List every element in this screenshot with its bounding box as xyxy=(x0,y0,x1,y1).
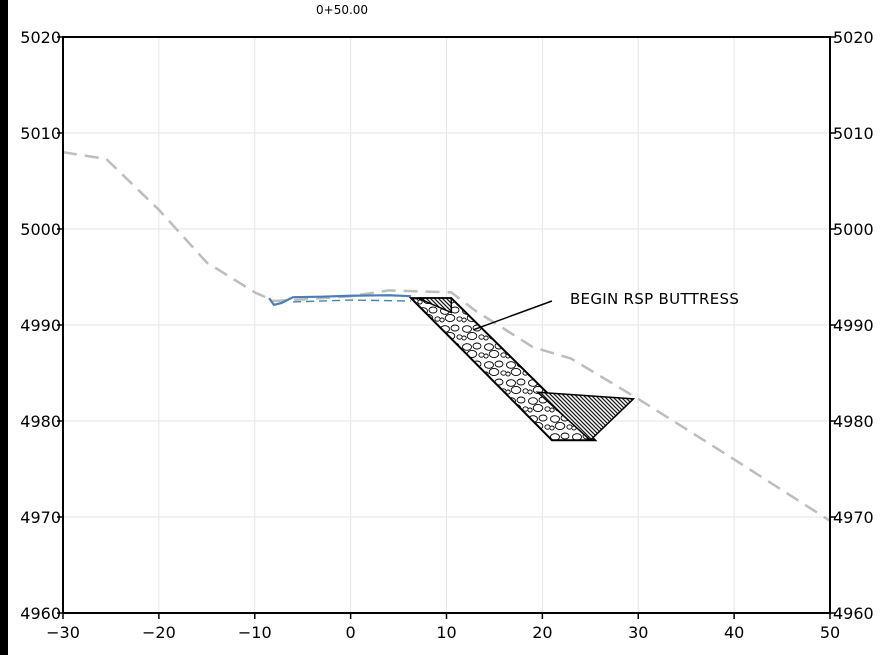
x-tick-label: 40 xyxy=(724,623,744,642)
y-tick-label-right: 5010 xyxy=(833,124,874,143)
y-tick-label-left: 5020 xyxy=(20,28,61,47)
y-tick-label-left: 4970 xyxy=(20,508,61,527)
x-tick-label: 10 xyxy=(436,623,456,642)
y-tick-label-left: 4990 xyxy=(20,316,61,335)
x-tick-label: 30 xyxy=(628,623,648,642)
y-tick-label-right: 4960 xyxy=(833,604,874,623)
x-tick-label: −20 xyxy=(142,623,176,642)
y-tick-label-left: 5000 xyxy=(20,220,61,239)
y-tick-label-right: 4980 xyxy=(833,412,874,431)
callout-label: BEGIN RSP BUTTRESS xyxy=(570,290,739,308)
station-label: 0+50.00 xyxy=(316,3,368,17)
x-tick-label: −30 xyxy=(46,623,80,642)
x-tick-label: 50 xyxy=(820,623,840,642)
x-tick-label: −10 xyxy=(238,623,272,642)
rsp-buttress xyxy=(411,298,633,440)
x-tick-label: 0 xyxy=(346,623,356,642)
proposed-grade-dashed-line xyxy=(293,300,411,302)
y-tick-label-left: 5010 xyxy=(20,124,61,143)
x-tick-label: 20 xyxy=(532,623,552,642)
y-tick-label-right: 4990 xyxy=(833,316,874,335)
left-edge-bar xyxy=(0,0,8,655)
y-tick-label-right: 4970 xyxy=(833,508,874,527)
y-tick-label-left: 4980 xyxy=(20,412,61,431)
y-tick-label-left: 4960 xyxy=(20,604,61,623)
y-tick-label-right: 5020 xyxy=(833,28,874,47)
y-tick-label-right: 5000 xyxy=(833,220,874,239)
callout: BEGIN RSP BUTTRESS xyxy=(473,290,739,330)
